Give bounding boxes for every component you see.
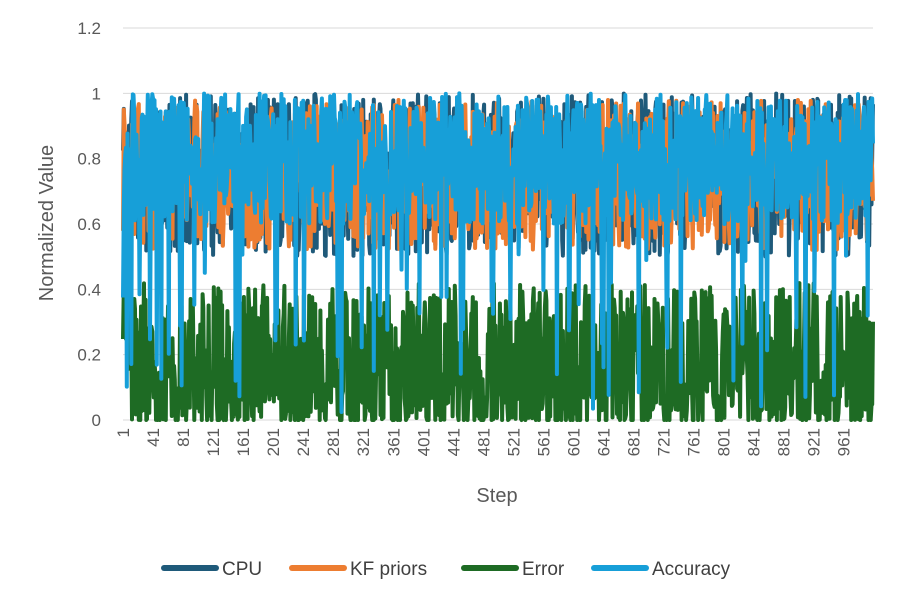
x-tick-label: 641: [594, 428, 613, 456]
x-tick-label: 241: [294, 428, 313, 456]
legend: CPU KF priors Error Accuracy: [161, 559, 731, 580]
y-tick-label: 0.2: [77, 346, 101, 365]
legend-label: Error: [522, 559, 565, 580]
x-tick-label: 161: [234, 428, 253, 456]
x-tick-label: 441: [444, 428, 463, 456]
x-tick-label: 921: [805, 428, 824, 456]
x-tick-label: 561: [534, 428, 553, 456]
x-tick-label: 801: [715, 428, 734, 456]
x-tick-label: 881: [775, 428, 794, 456]
x-tick-label: 961: [835, 428, 854, 456]
y-tick-label: 0.6: [77, 215, 101, 234]
x-tick-label: 521: [504, 428, 523, 456]
x-tick-label: 41: [144, 428, 163, 447]
x-tick-label: 321: [354, 428, 373, 456]
series-line-error: [121, 281, 875, 422]
y-tick-label: 0: [92, 411, 101, 430]
x-tick-label: 361: [384, 428, 403, 456]
x-tick-label: 721: [655, 428, 674, 456]
x-tick-label: 201: [264, 428, 283, 456]
x-axis-ticks: 1 41 81 121 161 201 241 281 321 361 401 441 481 521 56…: [114, 428, 854, 456]
series-layer: [121, 91, 875, 422]
y-tick-label: 0.4: [77, 280, 101, 299]
legend-label: CPU: [222, 559, 262, 580]
y-axis-title: Normalized Value: [36, 145, 58, 301]
x-tick-label: 601: [564, 428, 583, 456]
x-tick-label: 81: [174, 428, 193, 447]
y-tick-label: 0.8: [77, 150, 101, 169]
series-line-accuracy: [121, 91, 875, 414]
x-tick-label: 761: [685, 428, 704, 456]
y-tick-label: 1: [92, 84, 101, 103]
y-axis-ticks: 0 0.2 0.4 0.6 0.8 1 1.2: [77, 19, 101, 430]
x-tick-label: 401: [414, 428, 433, 456]
y-tick-label: 1.2: [77, 19, 101, 38]
x-tick-label: 481: [474, 428, 493, 456]
legend-label: Accuracy: [652, 559, 731, 580]
x-tick-label: 281: [324, 428, 343, 456]
x-tick-label: 1: [114, 428, 133, 437]
x-tick-label: 841: [745, 428, 764, 456]
legend-label: KF priors: [350, 559, 427, 580]
x-axis-title: Step: [476, 485, 517, 507]
x-tick-label: 681: [625, 428, 644, 456]
x-tick-label: 121: [204, 428, 223, 456]
